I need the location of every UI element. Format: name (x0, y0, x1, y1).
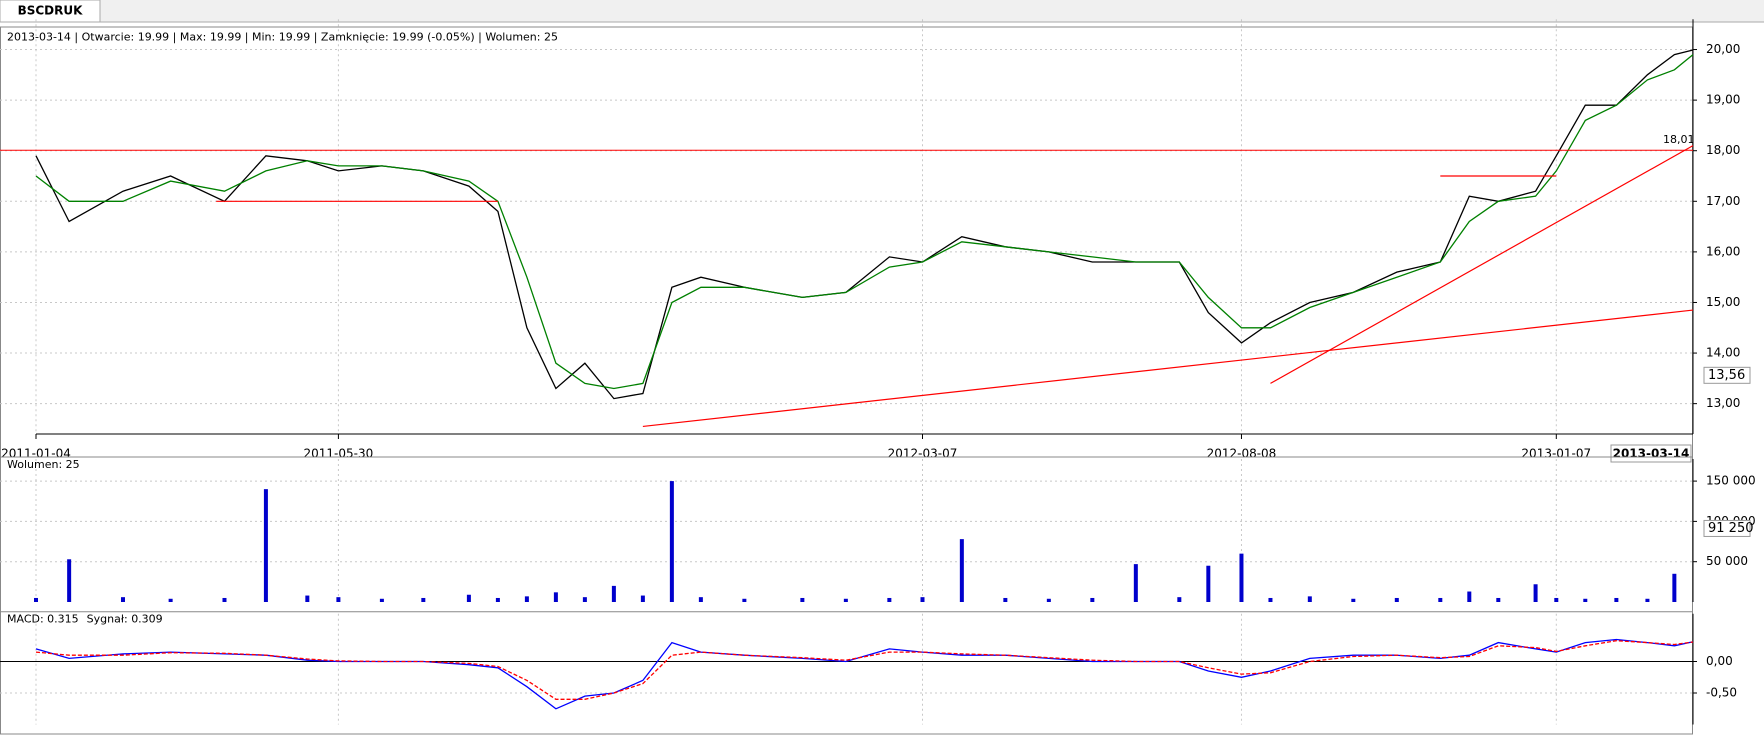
volume-bar (121, 597, 125, 602)
volume-bar (1351, 599, 1355, 602)
volume-bar (336, 597, 340, 602)
volume-bar (844, 599, 848, 602)
volume-bar (525, 596, 529, 602)
volume-bar (421, 598, 425, 602)
volume-bar (34, 598, 38, 602)
volume-bar (1554, 598, 1558, 602)
trend-line (1270, 146, 1693, 384)
volume-bar (887, 598, 891, 602)
y-tick-label: 18,00 (1706, 143, 1740, 157)
volume-bar (1003, 598, 1007, 602)
x-tick-label: 2013-01-07 (1521, 447, 1591, 461)
y-tick-label: 17,00 (1706, 194, 1740, 208)
volume-bar (1308, 596, 1312, 602)
chart-frame (1, 27, 1693, 734)
volume-bar (1134, 564, 1138, 602)
volume-bar (264, 489, 268, 602)
volume-bar (1467, 592, 1471, 602)
volume-bar (554, 592, 558, 602)
y-tick-label: 20,00 (1706, 42, 1740, 56)
volume-bar (960, 539, 964, 602)
volume-bar (1395, 598, 1399, 602)
x-tick-label: 2012-08-08 (1207, 447, 1277, 461)
legend-label: MACD: 0.315 (7, 613, 79, 626)
volume-bar (800, 598, 804, 602)
volume-bar (67, 559, 71, 602)
volume-bar (222, 598, 226, 602)
panel-title: Wolumen: 25 (7, 458, 80, 471)
x-tick-label: 2011-05-30 (304, 447, 374, 461)
volume-bar (1583, 599, 1587, 602)
volume-bar (1672, 574, 1676, 602)
volume-bar (1534, 584, 1538, 602)
cursor-value-label: 91 250 (1708, 521, 1754, 536)
cursor-value-label: 13,56 (1708, 368, 1745, 383)
tab-label[interactable]: BSCDRUK (18, 4, 84, 18)
volume-bar (305, 596, 309, 602)
y-tick-label: 13,00 (1706, 396, 1740, 410)
volume-bar (670, 481, 674, 602)
y-tick-label: 0,00 (1706, 654, 1733, 668)
volume-bar (699, 597, 703, 602)
legend-label: Sygnał: 0.309 (87, 613, 163, 626)
volume-bar (1268, 598, 1272, 602)
y-tick-label: 15,00 (1706, 295, 1740, 309)
volume-bar (1496, 598, 1500, 602)
series-line (36, 640, 1693, 709)
x-tick-label: 2012-03-07 (888, 447, 958, 461)
y-tick-label: 50 000 (1706, 554, 1748, 568)
volume-bar (583, 597, 587, 602)
volume-bar (467, 595, 471, 602)
trend-line (643, 310, 1693, 426)
y-tick-label: 19,00 (1706, 93, 1740, 107)
volume-bar (1645, 599, 1649, 602)
volume-bar (920, 597, 924, 602)
tab-bar (0, 0, 1764, 22)
volume-bar (1090, 598, 1094, 602)
volume-bar (742, 599, 746, 602)
volume-bar (1614, 598, 1618, 602)
volume-bar (1177, 597, 1181, 602)
volume-bar (1239, 554, 1243, 602)
y-tick-label: 150 000 (1706, 474, 1756, 488)
y-tick-label: 16,00 (1706, 244, 1740, 258)
series-line (36, 55, 1693, 389)
volume-bar (612, 586, 616, 602)
volume-bar (1206, 566, 1210, 602)
volume-bar (641, 596, 645, 602)
y-tick-label: -0,50 (1706, 686, 1737, 700)
y-tick-label: 14,00 (1706, 346, 1740, 360)
panel-title: 2013-03-14 | Otwarcie: 19.99 | Max: 19.9… (7, 30, 558, 43)
cursor-date-label: 2013-03-14 (1613, 447, 1690, 461)
series-line (36, 641, 1693, 700)
volume-bar (380, 599, 384, 602)
volume-bar (169, 599, 173, 602)
volume-bar (1438, 598, 1442, 602)
level-label: 18,01 (1663, 133, 1695, 146)
volume-bar (496, 598, 500, 602)
series-line (36, 50, 1693, 399)
volume-bar (1047, 599, 1051, 602)
